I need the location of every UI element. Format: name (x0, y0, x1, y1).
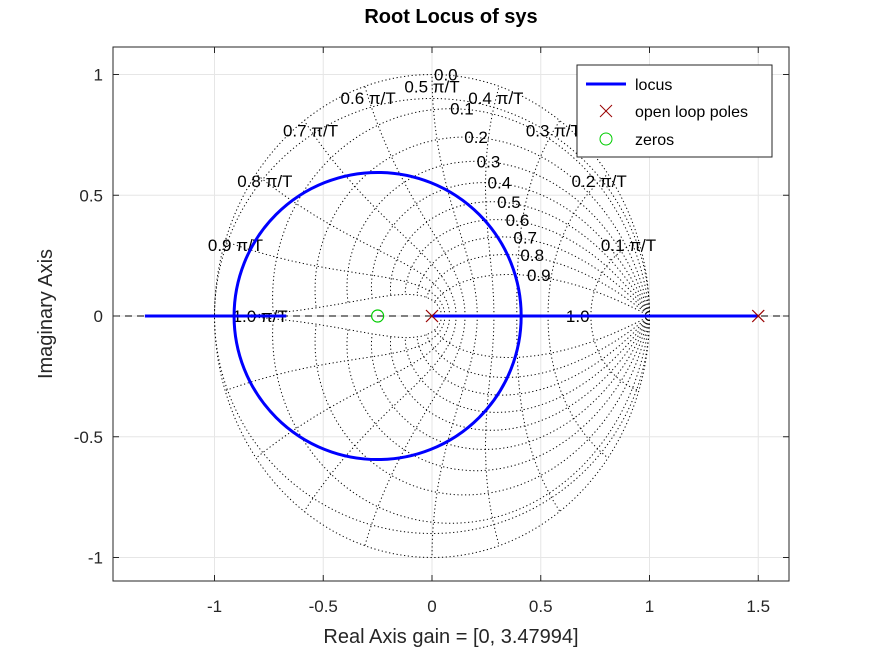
damping-curve (272, 315, 650, 524)
legend: locus open loop poles zeros (576, 64, 773, 158)
x-tick-label: 1 (645, 597, 654, 616)
natural-frequency-curve (303, 120, 457, 316)
damping-label: 0.8 (520, 246, 544, 265)
natural-frequency-curve (364, 86, 466, 316)
axis-ticks: -1 -0.5 0 0.5 1 1.5 -1 -0.5 0 0.5 1 (74, 47, 789, 616)
natural-frequency-curve (431, 74, 478, 316)
x-tick-label: 0 (427, 597, 436, 616)
pole-marker-stroke (751, 309, 765, 323)
natural-frequency-curve (485, 316, 500, 546)
legend-locus-label: locus (635, 77, 672, 94)
natural-frequency-curve (303, 316, 457, 512)
natural-frequency-curve (590, 316, 640, 392)
pole-marker-stroke (425, 309, 439, 323)
x-tick-label: 1.5 (746, 597, 770, 616)
y-tick-label: 1 (94, 66, 103, 85)
damping-label: 0.9 (527, 266, 551, 285)
zgrid-labels: 0.00.10.20.30.40.50.60.70.80.91.00.1 π/T… (208, 66, 656, 327)
damping-curve (426, 254, 650, 317)
damping-label: 0.0 (434, 66, 458, 85)
damping-curve (370, 315, 650, 450)
damping-label: 0.5 (497, 193, 521, 212)
legend-poles-label: open loop poles (635, 104, 748, 121)
y-tick-label: -0.5 (74, 428, 103, 447)
damping-label: 0.2 (464, 128, 488, 147)
x-tick-label: 0.5 (529, 597, 553, 616)
y-tick-label: 0.5 (79, 186, 103, 205)
x-axis-label: Real Axis gain = [0, 3.47994] (323, 626, 578, 648)
y-tick-label: -1 (88, 549, 103, 568)
legend-pole-marker (599, 104, 613, 118)
damping-curve (404, 219, 650, 317)
locus-plot (144, 170, 765, 462)
natural-frequency-curve (364, 316, 466, 546)
damping-curve (370, 182, 650, 317)
natural-frequency-label: 0.2 π/T (572, 172, 627, 191)
locus-branch-circle (232, 170, 523, 462)
zero-marker (371, 309, 385, 323)
natural-frequency-label: 0.8 π/T (237, 172, 292, 191)
damping-label: 0.4 (488, 174, 512, 193)
open-loop-pole-marker (425, 309, 439, 323)
damping-label: 0.6 (506, 211, 530, 230)
natural-frequency-label: 0.6 π/T (341, 89, 396, 108)
natural-frequency-curve (431, 316, 478, 558)
damping-label: 0.3 (477, 152, 501, 171)
natural-frequency-curve (516, 120, 561, 316)
damping-curve (416, 315, 650, 396)
natural-frequency-curve (485, 86, 500, 316)
natural-frequency-curve (214, 293, 442, 317)
damping-curve (272, 108, 650, 317)
damping-label: 0.7 (513, 228, 537, 247)
plot-frame (112, 46, 790, 582)
natural-frequency-label: 0.4 π/T (468, 89, 523, 108)
natural-frequency-curve (214, 315, 442, 339)
legend-box (576, 64, 773, 158)
damping-curve (416, 236, 650, 317)
natural-frequency-label: 0.5 π/T (404, 78, 459, 97)
natural-frequency-label: 0.3 π/T (526, 121, 581, 140)
x-tick-label: -1 (207, 597, 222, 616)
natural-frequency-curve (590, 240, 640, 316)
natural-frequency-curve (516, 316, 561, 512)
damping-curve (434, 274, 650, 317)
open-loop-pole-marker (751, 309, 765, 323)
natural-frequency-label: 0.7 π/T (283, 121, 338, 140)
y-axis-label: Imaginary Axis (35, 249, 57, 379)
damping-curve (426, 315, 650, 378)
natural-frequency-label: 0.1 π/T (601, 236, 656, 255)
y-tick-label: 0 (94, 307, 103, 326)
damping-curve (214, 315, 650, 559)
x-tick-label: -0.5 (309, 597, 338, 616)
damping-curve (404, 315, 650, 413)
damping-label: 0.1 (450, 100, 474, 119)
legend-zero-marker (599, 132, 613, 146)
chart-title: Root Locus of sys (364, 6, 537, 28)
legend-zeros-label: zeros (635, 132, 674, 149)
damping-curve (434, 315, 650, 358)
